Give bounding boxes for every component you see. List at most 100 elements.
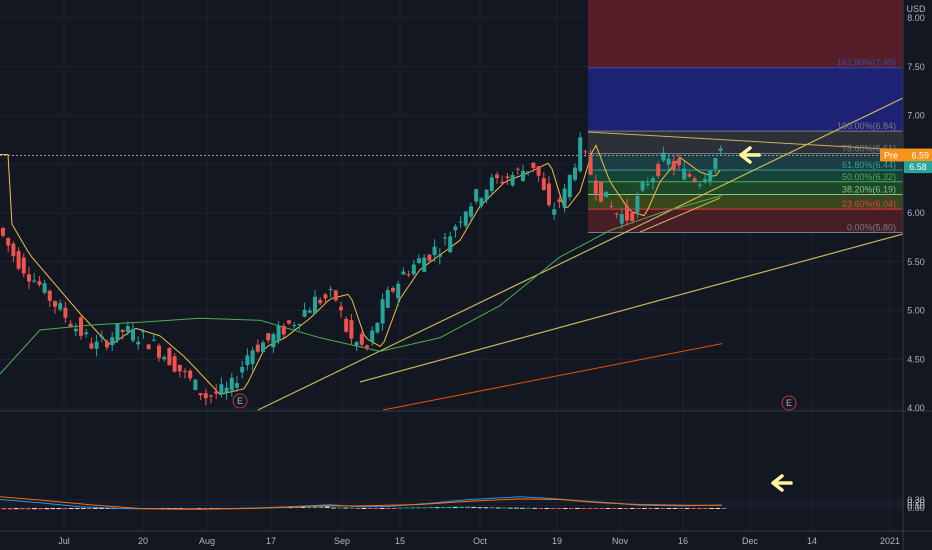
candle-body: [614, 213, 619, 215]
candle-body: [146, 344, 151, 350]
candle-body: [656, 164, 661, 177]
time-tick-label: Dec: [742, 536, 759, 546]
candle-body: [115, 323, 120, 341]
candle-body: [370, 330, 375, 342]
candle-body: [198, 393, 203, 396]
macd-histogram-bar: [483, 507, 489, 509]
candle-body: [292, 325, 297, 327]
fib-label: 161.80%(7.49): [837, 58, 896, 68]
macd-histogram-bar: [538, 508, 544, 509]
candle-body: [73, 328, 78, 332]
fib-label: 23.60%(6.04): [842, 199, 896, 209]
macd-histogram-bar: [349, 507, 355, 509]
price-tick-label: 4.50: [907, 354, 925, 364]
candle-body: [68, 323, 73, 327]
macd-histogram-bar: [648, 508, 653, 509]
candle-body: [318, 299, 323, 304]
last-price-badge: [880, 148, 932, 162]
macd-histogram-bar: [520, 507, 525, 509]
candle-body: [541, 178, 546, 190]
price-tick-label: 8.00: [907, 13, 925, 23]
candle-body: [687, 174, 692, 177]
candle-body: [547, 183, 551, 206]
candle-body: [63, 307, 68, 318]
candle-body: [375, 322, 380, 333]
macd-histogram-bar: [672, 508, 678, 509]
macd-histogram-bar: [379, 508, 385, 509]
macd-histogram-bar: [440, 507, 446, 509]
candle-body: [229, 377, 234, 391]
candle-body: [588, 156, 593, 175]
candle-body: [235, 383, 239, 388]
macd-histogram-bar: [544, 508, 550, 509]
fib-band: [588, 67, 903, 132]
candle-body: [110, 337, 115, 346]
macd-histogram-bar: [587, 508, 592, 509]
candle-body: [79, 317, 83, 336]
time-tick-label: 2021: [880, 536, 900, 546]
macd-histogram-bar: [678, 508, 684, 509]
candle-body: [313, 296, 317, 314]
macd-histogram-bar: [434, 507, 440, 509]
candle-body: [640, 181, 645, 191]
candle-body: [53, 301, 57, 307]
candle-body: [443, 237, 447, 239]
macd-histogram-bar: [459, 506, 464, 508]
macd-histogram-bar: [599, 508, 605, 509]
candle-body: [666, 158, 671, 165]
candle-body: [401, 271, 406, 275]
candle-body: [255, 344, 260, 352]
time-tick-label: 15: [395, 536, 405, 546]
candle-body: [417, 258, 421, 264]
candle-body: [385, 289, 390, 308]
sma-long-line: [382, 343, 723, 411]
candle-body: [89, 343, 94, 349]
macd-tick-label: 0.00: [907, 503, 925, 513]
macd-histogram-bar: [355, 508, 361, 509]
close-price-badge-value: 6.58: [909, 162, 927, 172]
price-tick-label: 4.00: [907, 403, 925, 413]
price-tick-label: 7.00: [907, 111, 925, 121]
macd-histogram-bar: [324, 506, 330, 508]
arrow-annotation-macd: [771, 474, 793, 492]
candle-body: [16, 251, 21, 269]
candle-body: [479, 198, 484, 206]
fib-band: [588, 181, 903, 195]
candle-body: [27, 274, 31, 282]
macd-histogram-bar: [709, 508, 714, 509]
macd-histogram-bar: [7, 508, 13, 510]
moving-averages: [0, 144, 723, 411]
fib-retracement-zone[interactable]: [0, 0, 903, 233]
candle-body: [84, 332, 89, 335]
macd-tick-label: 0.10: [907, 500, 925, 510]
macd-histogram-bar: [50, 508, 56, 510]
candlesticks: [1, 132, 723, 406]
trendlines[interactable]: [257, 97, 904, 411]
candle-body: [120, 329, 125, 332]
macd-histogram-bar: [605, 508, 611, 509]
macd-histogram-bar: [294, 506, 300, 508]
time-tick-label: Oct: [473, 536, 488, 546]
candle-body: [349, 320, 354, 339]
macd-histogram-bar: [62, 508, 68, 510]
candle-body: [333, 290, 338, 301]
candle-body: [261, 342, 265, 353]
candle-body: [151, 339, 156, 341]
macd-histogram-bar: [1, 508, 7, 510]
candle-body: [359, 333, 364, 345]
time-tick-label: 19: [552, 536, 562, 546]
macd-tick-label: 0.20: [907, 498, 925, 508]
candle-body: [645, 183, 650, 186]
candle-body: [453, 226, 458, 231]
candle-body: [531, 162, 536, 169]
candle-body: [297, 324, 302, 326]
candle-body: [99, 336, 104, 338]
candle-body: [484, 189, 489, 201]
macd-histogram-bar: [373, 508, 379, 509]
candle-body: [703, 178, 707, 183]
chart-axes[interactable]: USD8.007.507.006.506.005.505.004.504.000…: [58, 0, 932, 550]
candle-body: [21, 257, 26, 274]
time-tick-label: 16: [678, 536, 688, 546]
